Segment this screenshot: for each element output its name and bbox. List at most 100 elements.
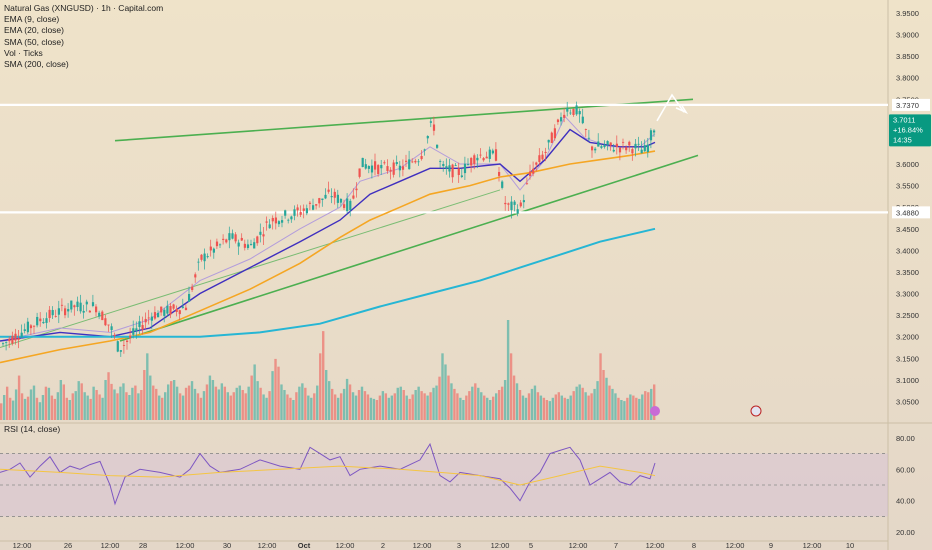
volume-bar (32, 385, 36, 420)
candle-body (606, 141, 609, 145)
volume-bar (325, 370, 328, 420)
volume-bar (596, 381, 599, 420)
volume-bar (569, 395, 572, 420)
candle-body (560, 117, 563, 122)
rsi-title[interactable]: RSI (14, close) (4, 424, 61, 434)
volume-bar (575, 386, 578, 420)
volume-bar (199, 397, 203, 420)
volume-bar (310, 397, 313, 420)
candle-body (463, 163, 467, 174)
candle-body (284, 210, 287, 216)
candle-body (274, 217, 277, 224)
volume-bar (59, 380, 63, 420)
candle-body (70, 300, 73, 310)
candle-body (538, 155, 541, 162)
candle-body (445, 166, 448, 169)
volume-bar (110, 383, 113, 420)
volume-bar (217, 389, 221, 420)
volume-bar (53, 398, 57, 420)
candle-body (488, 149, 491, 159)
volume-bar (330, 388, 334, 420)
candle-body (377, 165, 380, 174)
volume-bar (2, 395, 6, 420)
candle-body (405, 160, 408, 162)
x-tick-label: 8 (692, 541, 696, 550)
y-tick-label: 3.9000 (896, 31, 919, 40)
candle-body (364, 164, 367, 169)
volume-bar (23, 398, 27, 420)
candle-body (491, 150, 494, 154)
volume-bar (357, 390, 361, 420)
y-tick-label: 3.6000 (896, 160, 919, 169)
candle-body (293, 209, 296, 216)
candle-body (157, 313, 160, 318)
volume-bar (244, 393, 247, 420)
candle-body (507, 203, 510, 205)
price-box-text: 14:35 (893, 135, 912, 144)
volume-bar (366, 394, 370, 420)
y-tick-label: 3.9500 (896, 9, 919, 18)
indicator-sma200[interactable]: SMA (200, close) (4, 59, 69, 70)
candle-body (20, 332, 23, 337)
candle-body (42, 321, 45, 324)
candle-body (467, 164, 470, 165)
volume-bar (486, 397, 489, 420)
candle-body (104, 318, 107, 326)
candle-body (215, 241, 219, 247)
candle-body (389, 169, 392, 172)
candle-body (144, 318, 147, 323)
volume-bar (611, 388, 614, 420)
level-label-box (892, 98, 930, 111)
candle-body (640, 149, 643, 154)
volume-bar (11, 400, 15, 420)
volume-bar (116, 393, 119, 420)
candle-body (188, 294, 191, 302)
volume-bar (408, 398, 411, 420)
candle-body (135, 328, 138, 331)
indicator-volume[interactable]: Vol · Ticks (4, 47, 43, 58)
volume-bar (166, 384, 170, 420)
indicator-ema9[interactable]: EMA (9, close) (4, 14, 60, 25)
volume-bar (474, 383, 477, 420)
candle-body (262, 234, 265, 237)
candle-body (504, 202, 507, 205)
candle-body (126, 340, 129, 343)
candle-body (172, 304, 175, 309)
volume-bar (14, 389, 18, 420)
symbol-title[interactable]: Natural Gas (XNGUSD) · 1h · Capital.com (4, 3, 164, 13)
event-icon (650, 406, 660, 416)
x-tick-label: 12:00 (413, 541, 432, 550)
price-box-text: +16.84% (893, 125, 923, 134)
volume-bar (184, 387, 188, 420)
volume-bar (399, 386, 402, 420)
volume-bar (548, 401, 552, 420)
volume-bar (354, 395, 358, 420)
rsi-ma-line (0, 465, 656, 486)
level-label-box (892, 206, 930, 219)
candle-body (358, 168, 361, 177)
indicator-sma50[interactable]: SMA (50, close) (4, 36, 64, 47)
candle-body (122, 345, 126, 346)
volume-bar (462, 400, 465, 420)
volume-bar (414, 390, 417, 420)
volume-bar (143, 370, 146, 420)
volume-bar (128, 395, 131, 420)
candle-body (141, 325, 144, 330)
volume-bar (515, 383, 519, 420)
candle-body (374, 161, 377, 170)
indicator-ema20[interactable]: EMA (20, close) (4, 25, 64, 36)
candle-body (225, 239, 228, 243)
volume-bar (614, 393, 617, 420)
x-tick-label: 12:00 (726, 541, 745, 550)
candle-body (271, 217, 274, 222)
volume-bar (95, 390, 98, 420)
candle-body (423, 149, 426, 151)
y-tick-label: 3.1000 (896, 376, 919, 385)
volume-bar (235, 387, 238, 420)
candle-body (184, 307, 188, 311)
volume-bar (456, 393, 459, 420)
candle-body (237, 242, 240, 247)
candle-body (525, 183, 529, 185)
